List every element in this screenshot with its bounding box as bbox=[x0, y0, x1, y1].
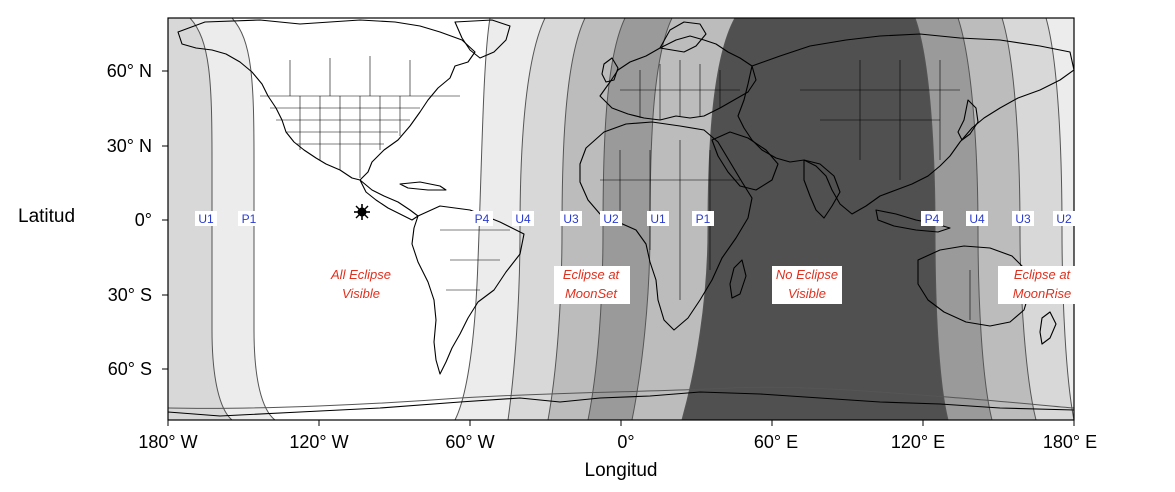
y-tick-label: 30° N bbox=[107, 136, 152, 156]
svg-text:U2: U2 bbox=[1056, 212, 1072, 226]
caribbean bbox=[399, 181, 447, 191]
zone-boundaries bbox=[168, 18, 1074, 420]
x-tick-label: 180° E bbox=[1043, 432, 1097, 452]
region-label-all-visible: All Eclipse Visible bbox=[330, 267, 391, 301]
contact-label-u2: U2 bbox=[600, 211, 622, 226]
svg-text:MoonRise: MoonRise bbox=[1013, 286, 1072, 301]
x-tick-label: 60° E bbox=[754, 432, 798, 452]
contact-label-u3: U3 bbox=[560, 211, 582, 226]
svg-text:Visible: Visible bbox=[342, 286, 380, 301]
madagascar bbox=[729, 259, 747, 299]
svg-text:P1: P1 bbox=[242, 212, 257, 226]
svg-text:P4: P4 bbox=[475, 212, 490, 226]
svg-text:P1: P1 bbox=[696, 212, 711, 226]
region-label-moonrise: Eclipse at MoonRise bbox=[998, 266, 1086, 304]
arabia bbox=[711, 131, 779, 191]
zone-u4-u3 bbox=[508, 18, 585, 420]
scandinavia bbox=[659, 21, 707, 53]
region-label-no-eclipse: No Eclipse Visible bbox=[772, 266, 842, 304]
star-burst-icon bbox=[354, 204, 370, 220]
x-axis-title: Longitud bbox=[585, 460, 658, 481]
svg-text:No Eclipse: No Eclipse bbox=[776, 267, 838, 282]
british-isles bbox=[601, 57, 619, 83]
zone-p4-u4 bbox=[455, 18, 545, 420]
north-america bbox=[177, 19, 476, 181]
svg-text:P4: P4 bbox=[925, 212, 940, 226]
contact-label-u4: U4 bbox=[512, 211, 534, 226]
x-tick-label: 120° W bbox=[289, 432, 348, 452]
svg-text:U4: U4 bbox=[969, 212, 985, 226]
y-tick-label: 60° N bbox=[107, 61, 152, 81]
borders bbox=[260, 56, 971, 320]
svg-text:MoonSet: MoonSet bbox=[565, 286, 618, 301]
region-label-moonset: Eclipse at MoonSet bbox=[554, 266, 630, 304]
x-tick-label: 0° bbox=[617, 432, 634, 452]
indonesia bbox=[875, 209, 951, 233]
contact-label-p1-west: P1 bbox=[238, 211, 260, 226]
contact-labels: U1 P1 P4 U4 U3 U2 U1 P1 P4 U4 U3 U2 bbox=[195, 211, 1075, 226]
india bbox=[803, 159, 841, 219]
contact-label-u1-west: U1 bbox=[195, 211, 217, 226]
svg-text:U3: U3 bbox=[563, 212, 579, 226]
y-axis-title: Latitud bbox=[18, 206, 75, 227]
zone-east-p4-u4 bbox=[915, 18, 992, 420]
y-tick-label: 30° S bbox=[108, 285, 152, 305]
contact-label-p4: P4 bbox=[471, 211, 493, 226]
contact-label-u1: U1 bbox=[647, 211, 669, 226]
y-tick-label: 0° bbox=[135, 210, 152, 230]
svg-text:U1: U1 bbox=[650, 212, 666, 226]
tick-marks bbox=[162, 70, 1075, 426]
greenland bbox=[454, 19, 511, 59]
svg-text:U2: U2 bbox=[603, 212, 619, 226]
new-zealand bbox=[1039, 311, 1057, 345]
japan bbox=[957, 99, 979, 141]
svg-text:All Eclipse: All Eclipse bbox=[330, 267, 391, 282]
y-tick-labels: 60° N 30° N 0° 30° S 60° S bbox=[107, 61, 152, 379]
y-tick-label: 60° S bbox=[108, 359, 152, 379]
svg-text:U4: U4 bbox=[515, 212, 531, 226]
x-tick-labels: 180° W 120° W 60° W 0° 60° E 120° E 180°… bbox=[138, 432, 1097, 452]
svg-text:Eclipse at: Eclipse at bbox=[1014, 267, 1072, 282]
south-america bbox=[411, 205, 525, 375]
zone-east-u2 bbox=[1046, 18, 1074, 420]
contact-label-u3-east: U3 bbox=[1012, 211, 1034, 226]
central-america bbox=[359, 179, 419, 221]
contact-label-u2-east: U2 bbox=[1053, 211, 1075, 226]
svg-text:U3: U3 bbox=[1015, 212, 1031, 226]
zone-no-eclipse bbox=[682, 18, 948, 420]
antarctica bbox=[168, 391, 1074, 417]
contact-label-p4-east: P4 bbox=[921, 211, 943, 226]
contact-label-u4-east: U4 bbox=[966, 211, 988, 226]
svg-text:Eclipse at: Eclipse at bbox=[563, 267, 621, 282]
svg-text:Visible: Visible bbox=[788, 286, 826, 301]
zone-east-u3-u2 bbox=[1002, 18, 1074, 420]
australia bbox=[917, 245, 1031, 327]
svg-text:U1: U1 bbox=[198, 212, 214, 226]
x-tick-label: 120° E bbox=[891, 432, 945, 452]
x-tick-label: 180° W bbox=[138, 432, 197, 452]
contact-label-p1: P1 bbox=[692, 211, 714, 226]
zone-u1-p1 bbox=[632, 18, 735, 420]
x-tick-label: 60° W bbox=[445, 432, 494, 452]
